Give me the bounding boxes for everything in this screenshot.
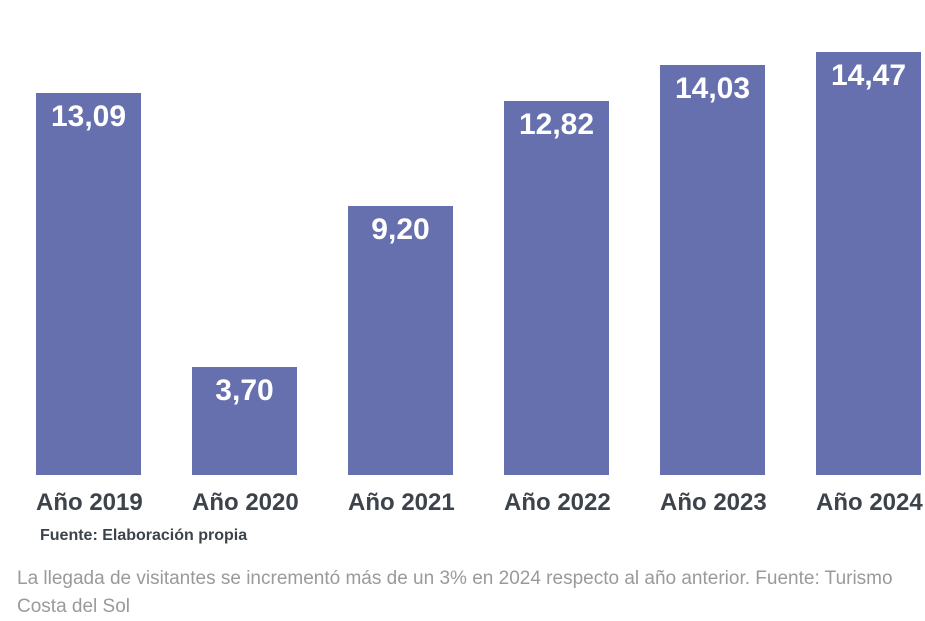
bar-value-label: 3,70 <box>215 374 274 407</box>
x-axis-label: Año 2024 <box>816 489 923 516</box>
x-axis-label: Año 2019 <box>36 489 143 516</box>
x-axis-label: Año 2023 <box>660 489 767 516</box>
bar-value-label: 14,47 <box>830 59 907 92</box>
bar: 9,20 <box>348 206 453 475</box>
figure-caption: La llegada de visitantes se incrementó m… <box>17 565 917 621</box>
bar: 13,09 <box>36 93 141 475</box>
x-axis-label: Año 2022 <box>504 489 611 516</box>
x-axis-label: Año 2020 <box>192 489 299 516</box>
x-axis: Año 2019 Año 2020 Año 2021 Año 2022 Año 2023… <box>36 489 923 517</box>
source-note: Fuente: Elaboración propia <box>40 527 248 544</box>
bar-value-label: 13,09 <box>50 100 127 133</box>
x-axis-label: Año 2021 <box>348 489 455 516</box>
bar-value-label: 14,03 <box>674 72 751 105</box>
bar: 14,47 <box>816 52 921 475</box>
bar-value-label: 12,82 <box>518 108 595 141</box>
bar-value-label: 9,20 <box>371 213 430 246</box>
bar: 14,03 <box>660 65 765 475</box>
bar: 3,70 <box>192 367 297 475</box>
bar: 12,82 <box>504 101 609 475</box>
figure-caption-line1: La llegada de visitantes se incrementó m… <box>17 568 893 589</box>
plot-area: 13,09 3,70 9,20 12,82 14,03 14,47 <box>36 0 921 475</box>
figure-caption-line2: Costa del Sol <box>17 596 131 617</box>
